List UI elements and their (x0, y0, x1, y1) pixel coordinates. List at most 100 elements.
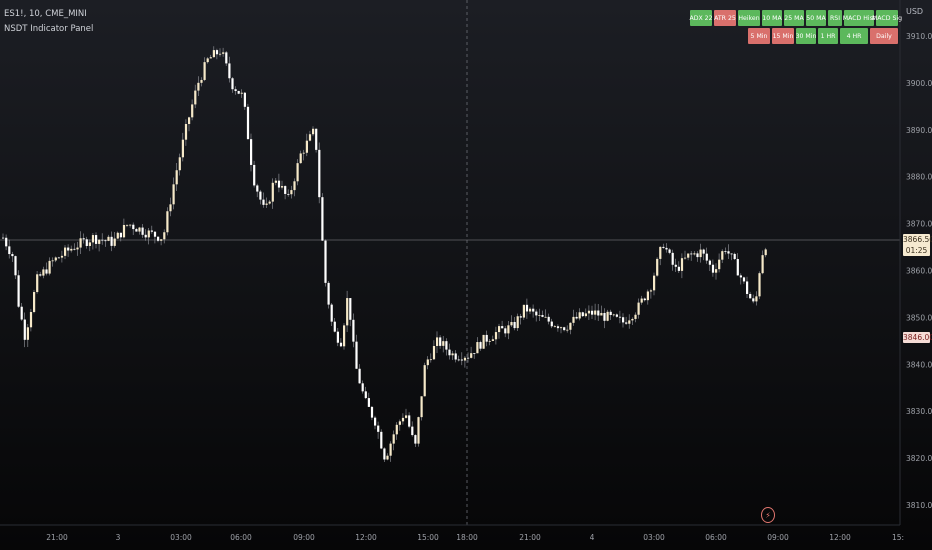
candle-down (45, 269, 48, 274)
y-tick-label: 3900.00 (906, 79, 932, 88)
candle-up (637, 302, 640, 315)
x-tick-label: 12:00 (829, 533, 851, 542)
candle-down (355, 341, 358, 369)
candle-down (643, 298, 646, 301)
candle-up (516, 316, 519, 329)
candle-up (163, 232, 166, 240)
candle-down (752, 298, 755, 302)
candle-down (460, 359, 463, 361)
candle-up (386, 455, 389, 460)
candle-up (191, 104, 194, 118)
candle-down (234, 89, 237, 91)
y-tick-label: 3910.00 (906, 32, 932, 41)
candle-down (383, 448, 386, 460)
candle-down (609, 311, 612, 315)
candle-down (556, 326, 560, 329)
candle-down (674, 264, 677, 267)
indicator-cell-30-min: 30 Min (796, 28, 816, 44)
candle-down (23, 319, 26, 340)
candle-up (423, 365, 426, 397)
candle-up (494, 332, 498, 340)
candle-down (225, 52, 228, 64)
candle-up (507, 325, 510, 334)
candle-down (739, 275, 742, 278)
candle-up (194, 90, 197, 105)
candle-down (73, 248, 76, 250)
candle-down (457, 359, 460, 361)
candle-up (166, 211, 169, 233)
symbol-title[interactable]: ES1!, 10, CME_MINI (4, 9, 87, 19)
candle-down (370, 406, 374, 418)
candle-up (54, 257, 57, 261)
x-tick-label: 4 (590, 533, 595, 542)
candle-down (575, 316, 578, 319)
candle-up (569, 322, 572, 330)
currency-label[interactable]: USD (906, 7, 924, 16)
indicator-title[interactable]: NSDT Indicator Panel (4, 24, 94, 34)
time-axis[interactable]: 21:00 3 03:00 06:00 09:00 12:00 15:00 18:00 21:0… (46, 533, 904, 542)
candle-up (659, 246, 662, 259)
candle-up (761, 255, 764, 274)
candle-down (708, 260, 711, 265)
marked-price-tag: 3846.00 (903, 332, 932, 343)
candle-up (203, 62, 206, 80)
candle-down (615, 314, 618, 317)
candle-up (594, 310, 597, 315)
indicator-cell-50-ma: 50 MA (806, 10, 826, 26)
y-tick-label: 3850.00 (906, 313, 932, 322)
candle-up (634, 314, 637, 319)
candle-down (690, 253, 693, 255)
candle-up (209, 57, 212, 59)
flash-icon[interactable]: ⚡ (761, 507, 775, 523)
candle-down (153, 231, 157, 237)
candle-down (727, 251, 730, 254)
candle-up (566, 329, 569, 331)
candle-down (287, 193, 290, 195)
candle-down (467, 357, 470, 359)
x-tick-label: 15:00 (417, 533, 439, 542)
x-tick-label: 09:00 (293, 533, 315, 542)
candle-down (327, 282, 330, 305)
candle-down (349, 298, 352, 320)
candle-up (29, 311, 33, 328)
candle-up (188, 117, 191, 124)
candle-down (8, 246, 11, 255)
candle-down (742, 277, 746, 282)
candle-down (14, 256, 17, 276)
x-tick-label: 15: (892, 533, 904, 542)
candle-up (451, 353, 454, 356)
candle-up (522, 304, 525, 318)
candle-down (339, 342, 343, 347)
candle-down (243, 92, 246, 107)
candle-up (482, 334, 485, 349)
y-tick-label: 3820.00 (906, 454, 932, 463)
candle-up (488, 340, 491, 342)
candle-down (473, 353, 476, 354)
candle-up (600, 312, 603, 316)
x-tick-label: 18:00 (456, 533, 478, 542)
candle-up (178, 157, 181, 171)
price-axis[interactable]: 3910.00 3900.00 3890.00 3880.00 3870.00 3860.… (906, 32, 932, 510)
indicator-cell-25-ma: 25 MA (784, 10, 804, 26)
candle-down (702, 249, 705, 254)
candle-down (625, 322, 628, 324)
candle-up (687, 253, 690, 258)
candle-up (219, 53, 222, 55)
indicator-panel-table: ADX 22 ATR 25 Heiken 10 MA 25 MA 50 MA RSI MACD… (689, 10, 902, 46)
candle-down (85, 239, 88, 246)
candle-down (367, 398, 370, 407)
candle-up (346, 298, 349, 326)
candle-down (215, 50, 219, 55)
candle-down (259, 191, 262, 200)
candle-up (606, 311, 609, 321)
candle-up (60, 255, 64, 258)
candle-down (618, 316, 622, 318)
candle-up (70, 248, 73, 251)
candle-up (302, 152, 305, 154)
bar-countdown: 01:25 (905, 246, 928, 255)
candle-up (197, 82, 200, 91)
x-tick-label: 09:00 (767, 533, 789, 542)
candle-up (587, 310, 591, 314)
candle-up (79, 238, 82, 248)
